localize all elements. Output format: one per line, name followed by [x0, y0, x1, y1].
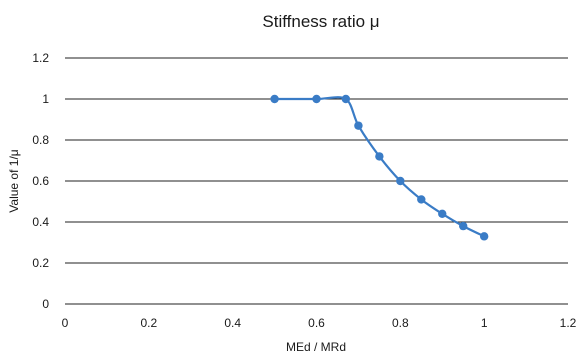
x-tick-label: 0.6 [308, 316, 325, 330]
data-point [375, 152, 384, 161]
x-axis-title: MEd / MRd [286, 340, 346, 354]
data-point [479, 232, 489, 241]
y-tick-label: 0 [42, 297, 49, 311]
data-point [341, 94, 351, 104]
x-tick-labels: 0 0.2 0.4 0.6 0.8 1 1.2 [62, 316, 577, 330]
data-point [417, 195, 426, 204]
y-tick-label: 1 [42, 92, 49, 106]
chart-title: Stiffness ratio μ [262, 12, 379, 31]
y-tick-label: 1.2 [32, 51, 49, 65]
x-tick-label: 0.4 [224, 316, 241, 330]
y-tick-label: 0.2 [32, 256, 49, 270]
x-tick-label: 0.8 [392, 316, 409, 330]
data-point [312, 94, 321, 104]
x-tick-label: 0 [62, 316, 69, 330]
x-tick-label: 1 [481, 316, 488, 330]
data-point [438, 209, 447, 218]
data-point [396, 176, 405, 186]
y-tick-label: 0.6 [32, 174, 49, 188]
y-tick-label: 0.8 [32, 133, 49, 147]
data-point [354, 121, 363, 130]
x-tick-label: 1.2 [560, 316, 577, 330]
y-tick-label: 0.4 [32, 215, 49, 229]
data-point [459, 221, 468, 231]
y-tick-labels: 0 0.2 0.4 0.6 0.8 1 1.2 [32, 51, 49, 311]
x-tick-label: 0.2 [140, 316, 157, 330]
series-line-0 [274, 96, 485, 238]
y-axis-title: Value of 1/μ [7, 149, 21, 212]
data-point [270, 94, 279, 104]
series-group [270, 94, 489, 241]
